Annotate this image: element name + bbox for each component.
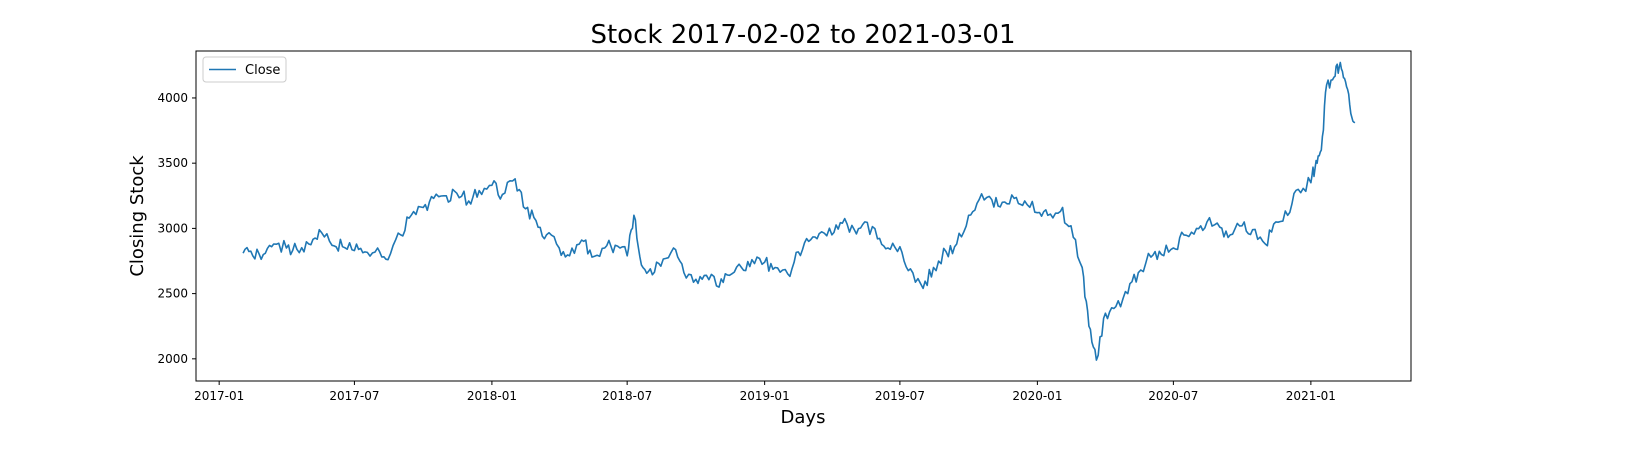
legend: Close xyxy=(202,56,287,83)
y-axis-title: Closing Stock xyxy=(127,155,148,277)
x-axis-title: Days xyxy=(781,407,826,428)
y-tick-label: 2500 xyxy=(157,287,188,301)
legend-label-close: Close xyxy=(245,63,280,78)
x-tick-label: 2020-01 xyxy=(1012,389,1062,403)
legend-box xyxy=(202,56,287,83)
x-axis: 2017-01 2017-07 2018-01 2018-07 2019-01 2019-… xyxy=(194,381,1336,403)
x-tick-label: 2018-07 xyxy=(602,389,652,403)
x-tick-label: 2017-07 xyxy=(329,389,379,403)
y-tick-label: 4000 xyxy=(157,91,188,105)
y-tick-label: 3000 xyxy=(157,221,188,235)
x-tick-label: 2021-01 xyxy=(1286,389,1336,403)
y-axis: 2000 2500 3000 3500 4000 xyxy=(157,91,196,366)
plot-area-frame xyxy=(195,50,1412,382)
y-tick-label: 2000 xyxy=(157,352,188,366)
x-tick-label: 2020-07 xyxy=(1148,389,1198,403)
x-tick-label: 2017-01 xyxy=(194,389,244,403)
series-line-close xyxy=(242,61,1356,361)
y-tick-label: 3500 xyxy=(157,156,188,170)
x-tick-label: 2019-01 xyxy=(740,389,790,403)
chart-title: Stock 2017-02-02 to 2021-03-01 xyxy=(590,20,1015,50)
x-tick-label: 2019-07 xyxy=(875,389,925,403)
x-tick-label: 2018-01 xyxy=(467,389,517,403)
